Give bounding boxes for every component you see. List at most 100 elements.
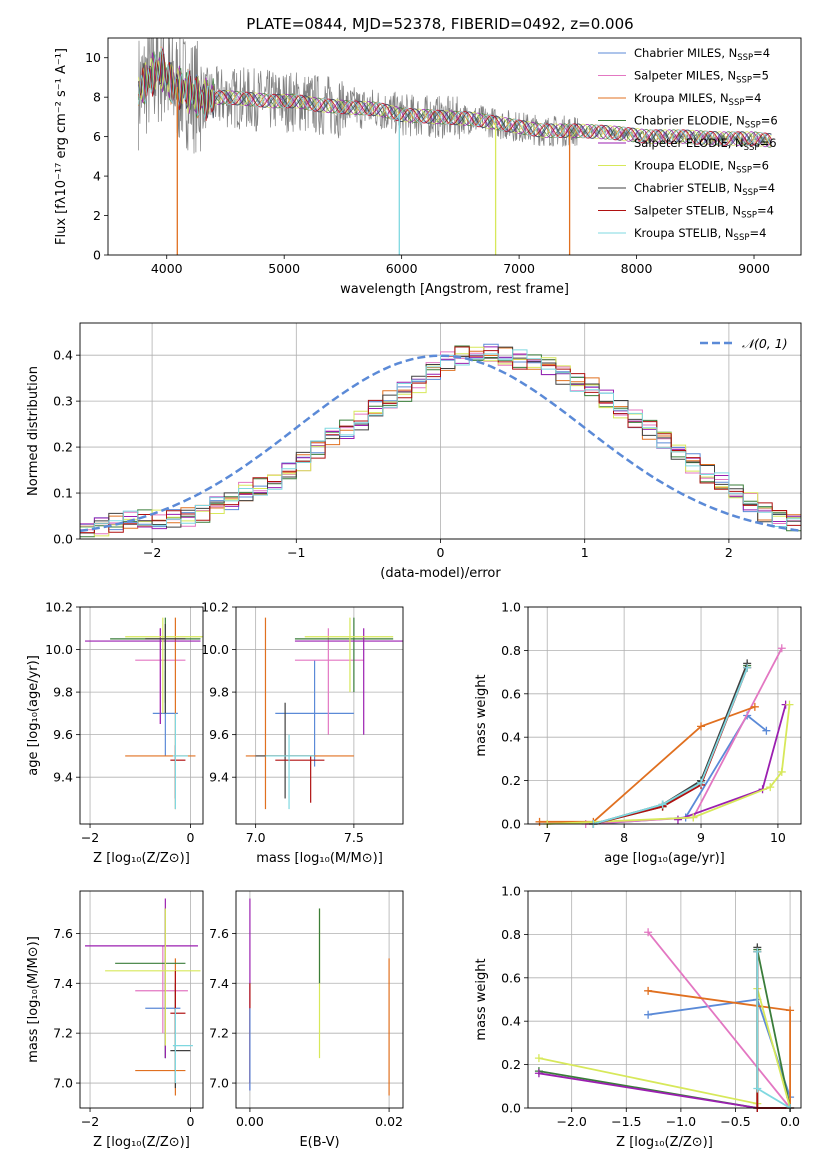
- legend-suffix: =4: [749, 226, 766, 240]
- x-axis-label: (data-model)/error: [380, 566, 501, 581]
- y-tick-label: 0.4: [501, 730, 521, 745]
- x-tick-label: −2: [81, 830, 99, 845]
- data-point-marker: [673, 815, 682, 824]
- x-tick-label: 10: [770, 830, 786, 845]
- legend-suffix: =6: [760, 136, 777, 150]
- x-tick-label: 1: [581, 545, 589, 560]
- x-tick-label: 8000: [621, 261, 653, 276]
- x-tick-label: 7000: [503, 261, 535, 276]
- mass-vs-metallicity-panel: −2 0 7.0 7.2 7.4 7.6 Z [log₁₀(Z/Z⊙)] mass [log₁…: [26, 890, 204, 1150]
- data-point-marker: [644, 928, 653, 937]
- legend-subscript: SSP: [744, 143, 760, 153]
- legend-text: Kroupa STELIB, N: [634, 226, 734, 240]
- data-point-marker: [697, 778, 706, 787]
- x-tick-label: −0.5: [720, 1114, 750, 1129]
- y-tick-label: 9.4: [53, 770, 73, 785]
- legend-suffix: =5: [752, 69, 769, 83]
- y-axis-label: age [log₁₀(age/yr)]: [26, 655, 41, 776]
- x-tick-label: 0.02: [375, 1114, 403, 1129]
- y-tick-label: 0.0: [501, 817, 521, 832]
- x-axis-label: wavelength [Angstrom, rest frame]: [340, 282, 569, 297]
- data-point-marker: [697, 722, 706, 731]
- data-point-marker: [777, 767, 786, 776]
- y-tick-label: 8: [93, 90, 101, 105]
- legend-text: Chabrier ELODIE, N: [634, 114, 745, 128]
- y-axis-label: Normed distribution: [26, 366, 41, 496]
- x-tick-label: 0.0: [780, 1114, 800, 1129]
- legend-text: Salpeter ELODIE, N: [634, 136, 744, 150]
- data-point-marker: [777, 644, 786, 653]
- y-tick-label: 0.8: [501, 927, 521, 942]
- y-tick-label: 7.4: [53, 976, 73, 991]
- x-tick-label: −1.0: [666, 1114, 696, 1129]
- legend-suffix: =4: [753, 46, 770, 60]
- y-tick-label: 7.6: [53, 926, 73, 941]
- x-axis-label: Z [log₁₀(Z/Z⊙)]: [616, 1135, 713, 1150]
- x-tick-label: 9: [697, 830, 705, 845]
- y-axis-label: mass weight: [474, 674, 489, 756]
- series-line: [593, 714, 767, 825]
- legend-label: Kroupa STELIB, NSSP=4: [634, 226, 766, 243]
- x-tick-label: 0: [437, 545, 445, 560]
- y-tick-label: 9.8: [209, 685, 229, 700]
- x-tick-label: 7: [543, 830, 551, 845]
- legend-suffix: =4: [758, 181, 775, 195]
- y-tick-label: 10.2: [201, 600, 229, 615]
- x-tick-label: 9000: [738, 261, 770, 276]
- legend-label: 𝒩(0, 1): [742, 336, 788, 351]
- x-tick-label: 2: [725, 545, 733, 560]
- y-tick-label: 0.2: [501, 1057, 521, 1072]
- legend-label: Chabrier MILES, NSSP=4: [634, 46, 770, 63]
- legend-text: Chabrier MILES, N: [634, 46, 737, 60]
- y-tick-label: 0.0: [501, 1101, 521, 1116]
- y-tick-label: 7.6: [209, 926, 229, 941]
- data-point-marker: [534, 1054, 543, 1063]
- x-tick-label: 7.5: [344, 830, 364, 845]
- y-tick-label: 0.3: [53, 394, 73, 409]
- series-line: [585, 647, 783, 825]
- model-spectrum-line: [138, 48, 772, 146]
- legend-text: Kroupa ELODIE, N: [634, 159, 736, 173]
- spectrum-panel: 4000 5000 6000 7000 8000 9000 0 2 4 6 8 10 wavelengt…: [54, 37, 802, 297]
- residual-histogram-panel: −2 −1 0 1 2 0.0 0.1 0.2 0.3 0.4 (data-model)/error…: [26, 322, 802, 581]
- mass-vs-extinction-panel: 0.00 0.02 7.0 7.2 7.4 7.6 E(B-V): [209, 890, 404, 1150]
- legend-suffix: =6: [752, 159, 769, 173]
- y-tick-label: 7.4: [209, 976, 229, 991]
- y-tick-label: 10.2: [45, 600, 73, 615]
- data-point-marker: [535, 817, 544, 826]
- x-axis-label: E(B-V): [299, 1135, 339, 1150]
- y-tick-label: 0.2: [501, 773, 521, 788]
- legend-label: Kroupa MILES, NSSP=4: [634, 91, 761, 108]
- y-tick-label: 0.6: [501, 686, 521, 701]
- legend-text: Salpeter STELIB, N: [634, 204, 741, 218]
- x-axis-label: Z [log₁₀(Z/Z⊙)]: [93, 1135, 190, 1150]
- legend-subscript: SSP: [737, 53, 753, 63]
- data-point-marker: [786, 1006, 795, 1015]
- x-tick-label: 8: [620, 830, 628, 845]
- x-tick-label: −1.5: [611, 1114, 641, 1129]
- y-tick-label: 9.4: [209, 770, 229, 785]
- data-point-marker: [753, 947, 762, 956]
- legend-subscript: SSP: [729, 98, 745, 108]
- axes-frame: [79, 606, 204, 825]
- series-line: [593, 667, 749, 825]
- axes-frame: [107, 37, 802, 256]
- y-tick-label: 0.4: [501, 1014, 521, 1029]
- legend-subscript: SSP: [741, 211, 757, 221]
- series-line: [547, 704, 791, 825]
- legend-label: Salpeter STELIB, NSSP=4: [634, 204, 774, 221]
- data-point-marker: [762, 726, 771, 735]
- x-tick-label: −2.0: [557, 1114, 587, 1129]
- y-tick-label: 9.8: [53, 685, 73, 700]
- y-axis-label: mass [log₁₀(M/M⊙)]: [26, 936, 41, 1063]
- y-tick-label: 7.2: [209, 1026, 229, 1041]
- series-line: [647, 931, 791, 1109]
- legend-label: Chabrier STELIB, NSSP=4: [634, 181, 775, 198]
- y-axis-label: Flux [fλ10⁻¹⁷ erg cm⁻² s⁻¹ A⁻¹]: [54, 48, 69, 245]
- y-tick-label: 0.6: [501, 970, 521, 985]
- data-point-marker: [750, 702, 759, 711]
- y-tick-label: 1.0: [501, 884, 521, 899]
- model-spectrum-line: [138, 54, 772, 147]
- legend-subscript: SSP: [736, 76, 752, 86]
- y-tick-label: 7.0: [53, 1076, 73, 1091]
